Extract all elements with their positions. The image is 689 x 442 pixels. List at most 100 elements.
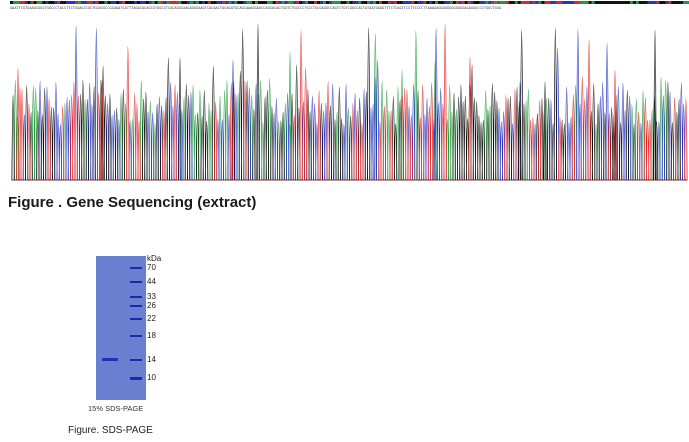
base-strip-cell [618,1,622,4]
base-strip-cell [594,1,598,4]
base-strip-cell [249,1,253,4]
base-strip-cell [624,1,628,4]
base-strip-cell [629,1,634,4]
base-strip-cell [107,1,111,4]
base-strip-cell [24,1,28,4]
base-strip-cell [219,1,223,4]
base-strip-cell [325,1,330,4]
base-strip-cell [222,1,226,4]
base-strip-cell [671,1,675,4]
base-strip-cell [314,1,318,4]
base-strip-cell [27,1,31,4]
base-strip-cell [455,1,459,4]
ladder-band-44 [130,281,142,283]
base-color-strip [10,1,689,4]
base-strip-cell [60,1,64,4]
base-strip-cell [423,1,427,4]
marker-label-22: 22 [147,314,156,323]
base-strip-cell [603,1,607,4]
base-strip-cell [364,1,368,4]
base-strip-cell [505,1,510,4]
base-strip-cell [370,1,374,4]
base-strip-cell [190,1,194,4]
base-strip-cell [635,1,640,4]
base-strip-cell [411,1,415,4]
base-strip-cell [452,1,456,4]
ladder-band-14 [130,359,142,361]
ladder-band-33 [130,296,142,298]
base-strip-cell [600,1,604,4]
base-strip-cell [565,1,569,4]
marker-label-14: 14 [147,355,156,364]
base-strip-cell [77,1,82,4]
base-strip-cell [485,1,489,4]
marker-label-26: 26 [147,301,156,310]
base-strip-cell [591,1,595,4]
base-strip-cell [296,1,300,4]
base-strip-cell [532,1,536,4]
base-strip-cell [116,1,120,4]
base-strip-cell [255,1,259,4]
base-strip-cell [83,1,87,4]
base-strip-cell [198,1,203,4]
base-strip-cell [408,1,412,4]
base-strip-cell [92,1,96,4]
base-strip-cell [66,1,70,4]
base-strip-cell [497,1,501,4]
base-strip-cell [621,1,625,4]
base-strip-cell [30,1,34,4]
base-strip-cell [381,1,386,4]
base-strip-cell [352,1,356,4]
base-strip-cell [367,1,371,4]
base-strip-cell [435,1,439,4]
base-strip-cell [163,1,167,4]
base-strip-cell [680,1,684,4]
ladder-band-22 [130,318,142,320]
base-strip-cell [204,1,208,4]
base-strip-cell [240,1,244,4]
base-strip-cell [641,1,645,4]
base-strip-cell [257,1,262,4]
base-strip-cell [154,1,158,4]
base-strip-cell [45,1,49,4]
base-strip-cell [627,1,631,4]
base-strip-cell [139,1,144,4]
base-strip-cell [556,1,560,4]
base-strip-cell [178,1,182,4]
base-strip-cell [467,1,471,4]
base-strip-cell [541,1,545,4]
base-strip-cell [343,1,347,4]
base-strip-cell [414,1,418,4]
base-strip-cell [650,1,654,4]
sequence-text: GAATTCGTGAAGCGGCTGGCCCTACCTTCTGGAGCCGCTG… [10,6,502,10]
base-strip-cell [500,1,504,4]
base-strip-cell [334,1,338,4]
base-strip-cell [299,1,303,4]
marker-label-18: 18 [147,331,156,340]
base-strip-cell [458,1,462,4]
base-strip-cell [662,1,666,4]
base-strip-cell [491,1,495,4]
base-strip-cell [269,1,273,4]
base-strip-cell [275,1,279,4]
base-strip-cell [128,1,132,4]
base-strip-cell [387,1,392,4]
base-strip-cell [86,1,90,4]
ladder-band-10 [130,377,142,380]
base-strip-cell [674,1,678,4]
base-strip-cell [517,1,521,4]
base-strip-cell [686,1,689,4]
base-strip-cell [550,1,554,4]
base-strip-cell [193,1,197,4]
base-strip-cell [216,1,220,4]
base-strip-cell [89,1,93,4]
base-strip-cell [10,1,14,4]
base-strip-cell [464,1,468,4]
base-strip-cell [101,1,105,4]
base-strip-cell [142,1,146,4]
base-strip-cell [169,1,173,4]
base-strip-cell [582,1,586,4]
base-strip-cell [148,1,152,4]
base-strip-cell [520,1,524,4]
base-strip-cell [538,1,542,4]
